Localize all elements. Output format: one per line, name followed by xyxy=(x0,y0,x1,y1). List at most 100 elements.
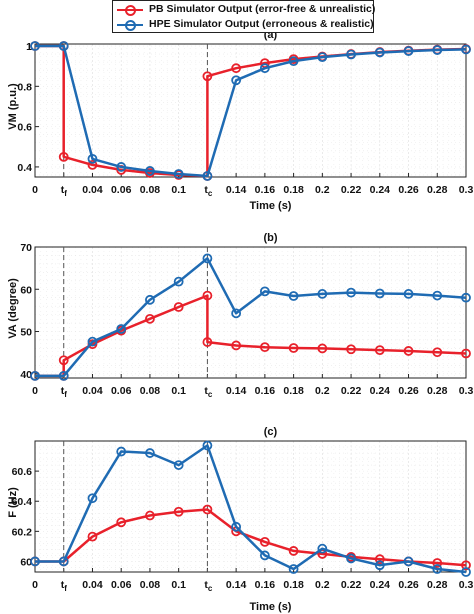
y-tick-label: 60.4 xyxy=(12,496,33,508)
x-tick-label: 0.18 xyxy=(283,579,304,591)
y-tick-label: 0.4 xyxy=(17,162,32,174)
x-tick-label: 0.22 xyxy=(341,385,362,397)
data-point xyxy=(202,504,213,515)
x-tick-label: 0.26 xyxy=(398,579,419,591)
data-point xyxy=(30,370,40,381)
x-tick-label: 0.2 xyxy=(315,579,330,591)
series-line xyxy=(35,44,467,178)
x-tick-label: 0.1 xyxy=(171,385,186,397)
panel-title: (c) xyxy=(264,426,278,438)
series-line xyxy=(35,508,467,567)
data-point xyxy=(403,346,414,356)
data-point xyxy=(58,370,69,381)
x-tick-label: 0.04 xyxy=(82,184,103,196)
data-point xyxy=(58,41,69,51)
data-point xyxy=(374,345,385,356)
data-point xyxy=(374,47,385,58)
data-point xyxy=(259,536,270,547)
x-tick-label: 0.3 xyxy=(459,184,474,196)
legend-marker-hpe xyxy=(125,20,136,31)
x-tick-label: 0.08 xyxy=(140,579,161,591)
x-tick-label: 0.22 xyxy=(341,579,362,591)
axes-box xyxy=(34,440,467,573)
data-point xyxy=(374,288,385,299)
data-point xyxy=(145,313,155,324)
data-point xyxy=(87,336,98,347)
data-point xyxy=(259,286,270,297)
x-tick-label: tc xyxy=(204,579,213,593)
legend-label-hpe: HPE Simulator Output (erroneous & realis… xyxy=(149,18,374,30)
data-point xyxy=(30,41,40,51)
data-point xyxy=(173,276,184,287)
x-tick-label: 0.26 xyxy=(398,385,419,397)
x-tick-label: 0.06 xyxy=(111,184,132,196)
series-hpe xyxy=(30,440,471,577)
data-point xyxy=(461,44,471,55)
x-tick-label: 0.14 xyxy=(226,385,247,397)
legend: PB Simulator Output (error-free & unreal… xyxy=(112,0,376,33)
data-point xyxy=(145,294,155,305)
data-point xyxy=(432,558,443,568)
data-point xyxy=(374,554,385,565)
data-point xyxy=(30,556,40,567)
x-tick-label: 0.2 xyxy=(315,385,330,397)
plot-area xyxy=(35,247,466,378)
y-axis-label: VA (degree) xyxy=(7,278,19,339)
data-point xyxy=(116,162,127,172)
y-tick-label: 60.6 xyxy=(12,466,33,478)
x-tick-label: 0.1 xyxy=(171,579,186,591)
data-point xyxy=(288,546,299,556)
x-tick-label: 0.06 xyxy=(111,385,132,397)
data-point xyxy=(288,564,299,574)
data-point xyxy=(346,344,356,355)
data-point xyxy=(202,290,213,301)
x-tick-label: 0.18 xyxy=(283,385,304,397)
x-tick-label: 0 xyxy=(32,184,38,196)
x-tick-label: 0.24 xyxy=(370,385,391,397)
data-point xyxy=(173,169,184,179)
series-hpe xyxy=(30,41,471,181)
x-tick-label: 0.14 xyxy=(226,184,247,196)
legend-item-pb: PB Simulator Output (error-free & unreal… xyxy=(113,2,376,17)
data-point xyxy=(432,564,443,574)
y-tick-label: 1 xyxy=(26,41,32,53)
legend-marker-pb xyxy=(125,5,136,16)
data-point xyxy=(231,63,242,74)
data-point xyxy=(58,151,69,162)
y-tick-label: 0.8 xyxy=(17,81,32,93)
x-tick-label: tf xyxy=(61,579,68,593)
data-point xyxy=(145,166,155,176)
data-point xyxy=(346,553,356,564)
x-tick-label: 0.14 xyxy=(226,579,247,591)
x-tick-label: 0.1 xyxy=(171,184,186,196)
x-tick-label: 0.06 xyxy=(111,579,132,591)
data-point xyxy=(116,446,127,457)
legend-label-pb: PB Simulator Output (error-free & unreal… xyxy=(149,3,376,15)
x-tick-label: 0.16 xyxy=(255,579,276,591)
x-tick-label: 0.28 xyxy=(427,385,448,397)
x-tick-label: 0.28 xyxy=(427,184,448,196)
x-tick-label: 0 xyxy=(32,385,38,397)
data-point xyxy=(87,531,98,542)
data-point xyxy=(288,56,299,67)
plot-area xyxy=(35,441,466,572)
x-tick-label: 0.3 xyxy=(459,579,474,591)
data-point xyxy=(202,337,213,347)
data-point xyxy=(58,355,69,366)
y-tick-label: 50 xyxy=(20,327,32,339)
data-point xyxy=(231,75,242,86)
data-point xyxy=(259,63,270,74)
panel-a: 0 tf 0.04 0.06 0.08 0.1 tc 0.14 0.16 0.18 0.2 0.22 0… xyxy=(7,29,473,212)
data-point xyxy=(202,171,213,181)
panel-b: 0 tf 0.04 0.06 0.08 0.1 tc 0.14 0.16 0.18 0.2 0.22 0… xyxy=(7,232,473,399)
data-point xyxy=(317,289,328,299)
data-point xyxy=(116,324,127,334)
data-point xyxy=(288,291,299,301)
x-tick-label: 0 xyxy=(32,579,38,591)
y-axis-label: VM (p.u.) xyxy=(7,83,19,130)
data-point xyxy=(346,287,356,298)
x-tick-label: 0.28 xyxy=(427,579,448,591)
data-point xyxy=(317,543,328,554)
y-tick-label: 70 xyxy=(20,242,32,254)
x-tick-label: 0.08 xyxy=(140,184,161,196)
